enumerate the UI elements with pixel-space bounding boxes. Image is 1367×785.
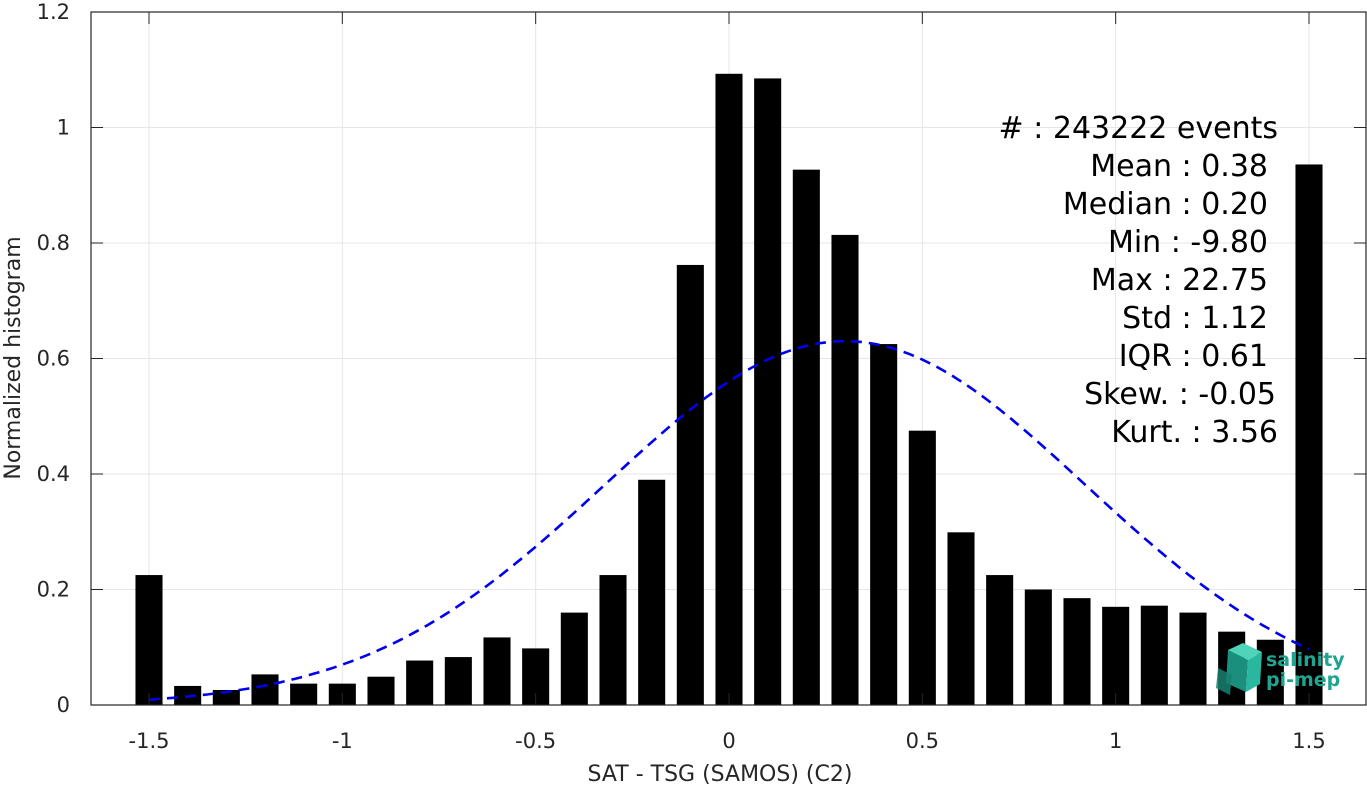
histogram-bar <box>676 264 704 705</box>
salinity-pimep-logo: salinity pi-mep <box>1216 643 1345 695</box>
histogram-bar <box>483 637 511 705</box>
y-tick-label: 0.2 <box>37 578 70 602</box>
y-tick-label: 1.2 <box>37 0 70 24</box>
y-tick-label: 1 <box>57 116 70 140</box>
stat-line: Max : 22.75 <box>1091 263 1268 298</box>
histogram-bar <box>1102 606 1130 705</box>
histogram-bar <box>444 657 472 705</box>
histogram-bar <box>947 532 975 705</box>
histogram-bar <box>212 689 240 705</box>
x-tick-label: -1.5 <box>129 729 170 753</box>
histogram-bar <box>367 676 395 705</box>
histogram-bar <box>290 683 318 705</box>
logo-cube-icon <box>1216 643 1262 695</box>
stat-line: # : 243222 events <box>999 111 1278 146</box>
histogram-bar <box>1295 164 1323 705</box>
x-tick-label: 1.5 <box>1292 729 1325 753</box>
x-tick-label: -0.5 <box>515 729 556 753</box>
logo-text-salinity: salinity <box>1266 649 1345 671</box>
histogram-bar <box>1063 598 1091 705</box>
x-tick-label: -1 <box>332 729 353 753</box>
y-axis-label: Normalized histogram <box>1 236 26 479</box>
y-tick-label: 0.6 <box>37 347 70 371</box>
histogram-bar <box>1179 612 1207 705</box>
histogram-bar <box>908 430 936 705</box>
histogram-bar <box>792 169 820 706</box>
stat-line: Skew. : -0.05 <box>1084 377 1276 412</box>
histogram-bar <box>251 674 279 705</box>
x-tick-label: 1 <box>1109 729 1122 753</box>
histogram-bar <box>754 78 782 706</box>
histogram-bar <box>1024 589 1052 705</box>
stat-line: Std : 1.12 <box>1122 301 1268 336</box>
y-tick-label: 0 <box>57 693 70 717</box>
stat-line: IQR : 0.61 <box>1119 339 1268 374</box>
y-tick-label: 0.4 <box>37 462 70 486</box>
histogram-bar <box>135 575 163 705</box>
y-tick-label: 0.8 <box>37 231 70 255</box>
x-tick-label: 0.5 <box>906 729 939 753</box>
stat-line: Median : 0.20 <box>1063 187 1268 222</box>
histogram-bar <box>560 612 588 705</box>
histogram-bar <box>638 479 666 705</box>
histogram-bar <box>1140 605 1168 705</box>
histogram-bar <box>406 660 434 705</box>
histogram-bar <box>1256 639 1284 705</box>
histogram-bar <box>599 575 627 705</box>
x-tick-labels: -1.5 -1 -0.5 0 0.5 1 1.5 <box>129 729 1326 753</box>
histogram-bar <box>986 575 1014 705</box>
histogram-bars <box>135 73 1323 706</box>
x-tick-label: 0 <box>722 729 735 753</box>
axis-ticks <box>91 11 1366 706</box>
histogram-bar <box>870 344 898 705</box>
stat-line: Min : -9.80 <box>1108 225 1268 260</box>
y-tick-labels: 0 0.2 0.4 0.6 0.8 1 1.2 <box>37 0 70 717</box>
histogram-bar <box>831 234 859 706</box>
x-axis-label: SAT - TSG (SAMOS) (C2) <box>588 762 853 785</box>
stat-line: Kurt. : 3.56 <box>1111 415 1278 450</box>
histogram-bar <box>715 73 743 706</box>
logo-text-pimep: pi-mep <box>1266 669 1340 691</box>
stat-line: Mean : 0.38 <box>1090 149 1268 184</box>
